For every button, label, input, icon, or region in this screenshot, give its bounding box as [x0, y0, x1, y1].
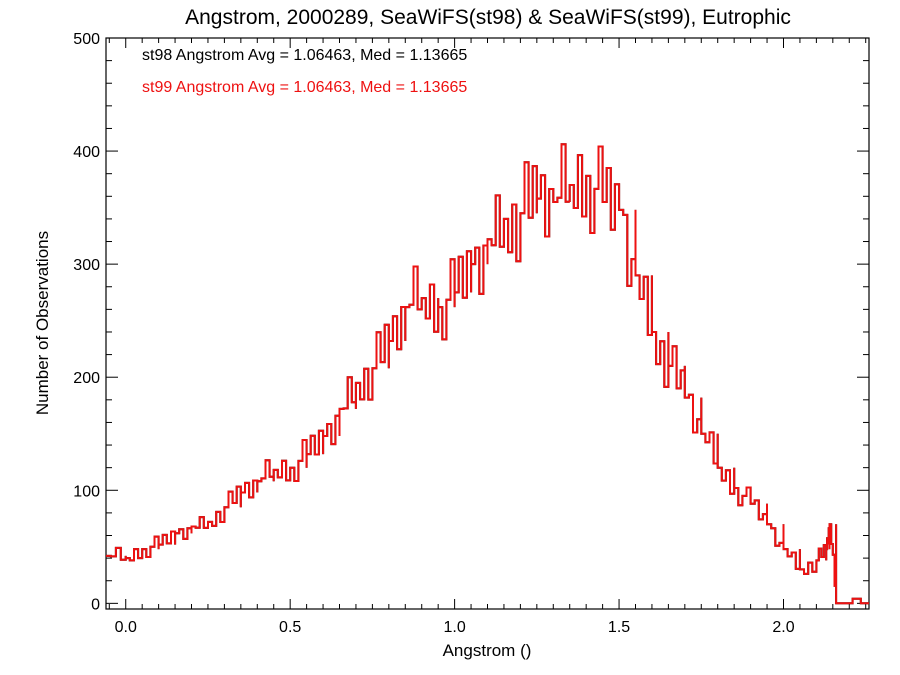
x-axis-label: Angstrom () [443, 641, 532, 660]
y-tick-label: 500 [73, 31, 100, 48]
series-line-st98 [106, 143, 869, 605]
x-tick-label: 0.0 [115, 619, 137, 636]
series-layer [106, 143, 869, 605]
x-tick-label: 1.0 [443, 619, 465, 636]
y-tick-label: 200 [73, 370, 100, 387]
y-tick-label: 0 [91, 596, 100, 613]
y-tick-label: 100 [73, 483, 100, 500]
y-tick-label: 400 [73, 144, 100, 161]
axis-ticks [106, 37, 869, 609]
y-tick-label: 300 [73, 257, 100, 274]
x-tick-label: 0.5 [279, 619, 301, 636]
chart-title: Angstrom, 2000289, SeaWiFS(st98) & SeaWi… [185, 6, 791, 29]
series-line-st99 [106, 143, 869, 605]
y-axis-label: Number of Observations [33, 231, 52, 415]
x-tick-label: 2.0 [772, 619, 794, 636]
annotation-st98: st98 Angstrom Avg = 1.06463, Med = 1.136… [142, 47, 467, 64]
axis-tick-labels: 0.0 0.5 1.0 1.5 2.0 0 100 200 300 400 500 [73, 31, 794, 636]
annotation-st99: st99 Angstrom Avg = 1.06463, Med = 1.136… [142, 79, 467, 96]
x-tick-label: 1.5 [608, 619, 630, 636]
plot-frame [105, 37, 870, 610]
